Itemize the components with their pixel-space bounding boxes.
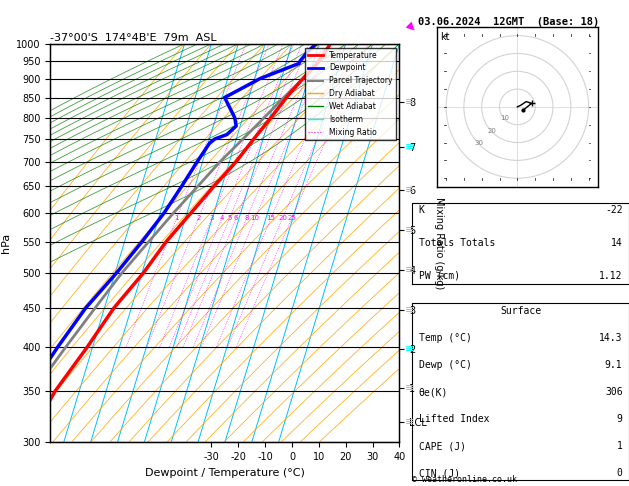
- Text: 10: 10: [250, 215, 260, 222]
- Text: 20: 20: [278, 215, 287, 222]
- Text: 5: 5: [227, 215, 231, 222]
- Text: 9.1: 9.1: [605, 360, 623, 370]
- Text: Temp (°C): Temp (°C): [418, 333, 471, 343]
- Text: K: K: [418, 206, 425, 215]
- Text: 30: 30: [474, 140, 483, 146]
- Text: -37°00'S  174°4B'E  79m  ASL: -37°00'S 174°4B'E 79m ASL: [50, 33, 217, 43]
- Text: Lifted Index: Lifted Index: [418, 415, 489, 424]
- Text: 1: 1: [616, 441, 623, 451]
- Text: ≡: ≡: [405, 344, 415, 354]
- Text: ≡: ≡: [405, 383, 415, 394]
- Text: 2: 2: [196, 215, 201, 222]
- Text: ≡: ≡: [405, 265, 415, 276]
- Text: 20: 20: [487, 128, 496, 134]
- Text: 1: 1: [174, 215, 179, 222]
- Text: 306: 306: [605, 387, 623, 398]
- Text: kt: kt: [440, 32, 450, 41]
- Text: CIN (J): CIN (J): [418, 469, 460, 478]
- Text: θe(K): θe(K): [418, 387, 448, 398]
- Text: 03.06.2024  12GMT  (Base: 18): 03.06.2024 12GMT (Base: 18): [418, 17, 599, 27]
- Text: CAPE (J): CAPE (J): [418, 441, 465, 451]
- Text: 6: 6: [234, 215, 238, 222]
- Text: 4: 4: [220, 215, 224, 222]
- Text: ≡: ≡: [405, 142, 415, 152]
- Text: 1.12: 1.12: [599, 271, 623, 281]
- Text: 9: 9: [616, 415, 623, 424]
- Text: Surface: Surface: [500, 306, 541, 316]
- Text: 25: 25: [287, 215, 296, 222]
- Y-axis label: hPa: hPa: [1, 233, 11, 253]
- Text: Dewp (°C): Dewp (°C): [418, 360, 471, 370]
- Text: 15: 15: [267, 215, 276, 222]
- Text: 3: 3: [209, 215, 214, 222]
- Text: 14: 14: [611, 238, 623, 248]
- Text: ≡: ≡: [405, 185, 415, 194]
- Text: -22: -22: [605, 206, 623, 215]
- Text: ▼: ▼: [406, 20, 419, 33]
- Text: 14.3: 14.3: [599, 333, 623, 343]
- Text: ≡: ≡: [405, 417, 415, 428]
- Text: Totals Totals: Totals Totals: [418, 238, 495, 248]
- Text: PW (cm): PW (cm): [418, 271, 460, 281]
- Text: 8: 8: [245, 215, 249, 222]
- X-axis label: Dewpoint / Temperature (°C): Dewpoint / Temperature (°C): [145, 468, 305, 478]
- Legend: Temperature, Dewpoint, Parcel Trajectory, Dry Adiabat, Wet Adiabat, Isotherm, Mi: Temperature, Dewpoint, Parcel Trajectory…: [304, 48, 396, 139]
- Text: ≡: ≡: [405, 225, 415, 235]
- Text: ≡: ≡: [405, 305, 415, 315]
- Text: 10: 10: [500, 115, 509, 121]
- Text: ≡: ≡: [405, 97, 415, 107]
- Text: © weatheronline.co.uk: © weatheronline.co.uk: [412, 474, 517, 484]
- Y-axis label: Mixing Ratio (g/kg): Mixing Ratio (g/kg): [433, 197, 443, 289]
- Text: 0: 0: [616, 469, 623, 478]
